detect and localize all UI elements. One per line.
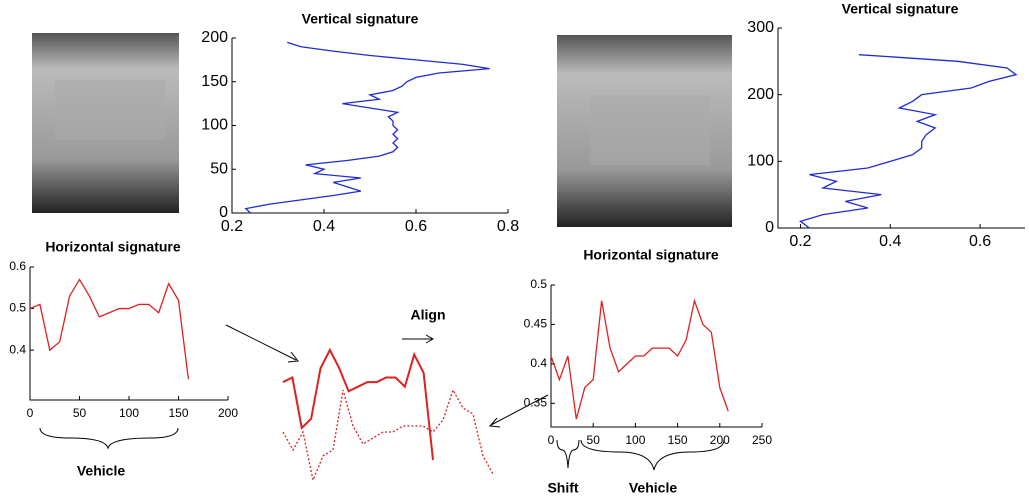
brace [39, 427, 179, 450]
x-tick-label: 50 [587, 433, 601, 447]
signature-line [244, 41, 490, 214]
x-tick-label: 250 [752, 433, 772, 447]
truck-photo-detail [55, 80, 165, 140]
signature-line [29, 278, 190, 380]
x-tick-label: 200 [218, 406, 238, 420]
annotation: Shift [547, 480, 578, 496]
arrow [488, 394, 549, 428]
axis [550, 285, 762, 428]
x-tick-label: 150 [668, 433, 688, 447]
arrow [402, 334, 435, 344]
x-tick-label: 0.2 [789, 233, 811, 250]
y-tick-label: 200 [747, 86, 774, 103]
y-tick-label: 0 [765, 219, 774, 236]
axis [231, 38, 508, 214]
brace [580, 439, 725, 471]
y-tick-label: 50 [210, 160, 228, 177]
y-tick-label: 0.4 [530, 356, 547, 370]
x-tick-label: 0 [27, 406, 34, 420]
y-tick-label: 0.5 [530, 277, 547, 291]
x-tick-label: 0.4 [313, 218, 335, 235]
arrow [225, 324, 299, 363]
annotation: Vehicle [629, 480, 677, 496]
x-tick-label: 0 [548, 433, 555, 447]
x-tick-label: 100 [625, 433, 645, 447]
y-tick-label: 300 [747, 19, 774, 36]
y-tick-label: 100 [747, 153, 774, 170]
y-tick-label: 200 [201, 29, 228, 46]
y-tick-label: 100 [201, 117, 228, 134]
chart-title: Vertical signature [842, 1, 959, 17]
y-tick-label: 0.5 [9, 301, 26, 315]
x-tick-label: 0.2 [221, 218, 243, 235]
signature-line [799, 54, 1018, 229]
x-tick-label: 0.4 [879, 233, 901, 250]
x-tick-label: 100 [119, 406, 139, 420]
annotation: Align [411, 307, 446, 323]
axis [29, 267, 228, 401]
chart-title: Vertical signature [302, 11, 419, 27]
truck-photo-detail [590, 95, 710, 165]
x-tick-label: 0.6 [405, 218, 427, 235]
y-tick-label: 0.45 [524, 317, 548, 331]
y-tick-label: 150 [201, 73, 228, 90]
x-tick-label: 0.6 [969, 233, 991, 250]
signature-line [550, 298, 729, 420]
y-tick-label: 0.4 [9, 342, 26, 356]
x-tick-label: 200 [710, 433, 730, 447]
x-tick-label: 0.8 [497, 218, 519, 235]
chart-title: Horizontal signature [583, 247, 719, 263]
y-tick-label: 0.6 [9, 259, 26, 273]
signature-line [282, 347, 434, 461]
y-tick-label: 0 [219, 204, 228, 221]
chart-title: Horizontal signature [45, 239, 181, 255]
signature-line [282, 388, 494, 483]
annotation: Vehicle [77, 463, 125, 479]
x-tick-label: 150 [168, 406, 188, 420]
y-tick-label: 0.35 [524, 396, 548, 410]
x-tick-label: 50 [73, 406, 87, 420]
brace [556, 439, 580, 469]
